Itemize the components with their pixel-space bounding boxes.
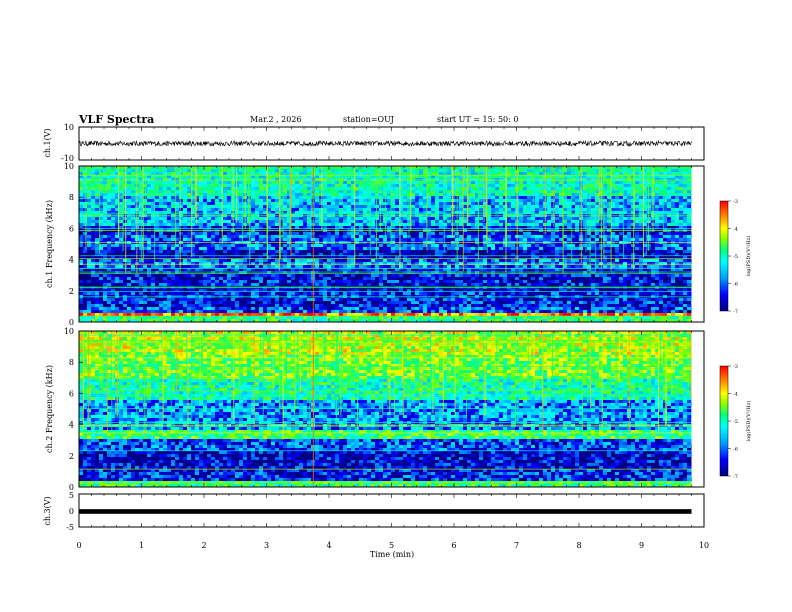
time-tick-label: 8 (576, 541, 581, 550)
ch3-ylabel: ch.3(V) (43, 496, 52, 525)
colorbar-tick-label: -4 (733, 227, 738, 233)
colorbar-tick-label: -5 (733, 254, 738, 260)
ch3-waveform-line (79, 509, 692, 514)
freq-tick-label: 2 (69, 287, 74, 296)
ch2-colorbar-label: log(PSD)(V²/Hz) (745, 401, 752, 442)
colorbar-tick-label: -3 (733, 364, 738, 370)
freq-tick-label: 10 (64, 162, 74, 171)
freq-tick-label: 8 (69, 358, 74, 367)
ch2-spectrogram (79, 331, 704, 488)
time-tick-label: 0 (76, 541, 81, 550)
ch1-ytick-bottom: -10 (61, 154, 74, 163)
ch3-ytick-mid: 0 (69, 507, 74, 516)
ch1-waveform-panel: ch.1(V) 10 -10 (43, 123, 705, 163)
ch1-colorbar-label: log(PSD)(V²/Hz) (745, 236, 752, 277)
time-tick-label: 6 (451, 541, 456, 550)
freq-tick-label: 10 (64, 327, 74, 336)
colorbar-tick-label: -7 (733, 474, 738, 480)
time-tick-label: 2 (201, 541, 206, 550)
ch1-spectrogram (79, 166, 704, 323)
colorbar-tick-label: -7 (733, 309, 738, 315)
colorbar-tick-label: -3 (733, 199, 738, 205)
freq-tick-label: 4 (69, 421, 74, 430)
ch2-colorbar: -3 -4 -5 -6 -7 log(PSD)(V²/Hz) (719, 364, 752, 480)
freq-tick-label: 8 (69, 193, 74, 202)
ch2-freq-label: ch.2 Frequency (kHz) (45, 365, 54, 453)
time-tick-label: 1 (139, 541, 144, 550)
ch1-ylabel: ch.1(V) (43, 128, 52, 157)
figure-title: VLF Spectra (79, 113, 155, 126)
time-tick-label: 7 (514, 541, 519, 550)
ch3-waveform-panel: ch.3(V) 5 0 -5 (43, 491, 705, 532)
freq-tick-label: 2 (69, 452, 74, 461)
colorbar-tick-label: -6 (733, 447, 738, 453)
time-tick-label: 10 (699, 541, 709, 550)
ch3-ytick-bottom: -5 (66, 523, 74, 532)
colorbar-tick-label: -6 (733, 282, 738, 288)
time-tick-label: 9 (639, 541, 644, 550)
header-date: Mar.2 , 2026 (250, 115, 302, 124)
freq-tick-label: 6 (69, 389, 74, 398)
ch1-spectrogram-panel: ch.1 Frequency (kHz) 0 2 4 6 8 10 (45, 162, 705, 327)
time-tick-label: 4 (326, 541, 331, 550)
time-axis-ticklabels: 0 1 2 3 4 5 6 7 8 9 10 (76, 541, 709, 550)
ch1-ytick-top: 10 (64, 123, 74, 132)
time-tick-label: 3 (264, 541, 269, 550)
header-start-time: start UT = 15: 50: 0 (437, 115, 519, 124)
header-station: station=OUJ (343, 115, 394, 124)
freq-tick-label: 6 (69, 224, 74, 233)
colorbar-tick-label: -5 (733, 419, 738, 425)
ch1-waveform-line (78, 139, 692, 147)
freq-tick-label: 0 (69, 318, 74, 327)
freq-tick-label: 0 (69, 483, 74, 492)
ch1-freq-label-line1: ch.1 Frequency (kHz) (45, 200, 54, 288)
ch1-colorbar: -3 -4 -5 -6 -7 log(PSD)(V²/Hz) (719, 199, 752, 315)
freq-tick-label: 4 (69, 256, 74, 265)
ch3-ytick-top: 5 (69, 491, 74, 500)
ch2-spectrogram-panel: ch.2 Frequency (kHz) 0 2 4 6 8 10 (45, 327, 705, 492)
time-tick-label: 5 (389, 541, 394, 550)
time-axis-label: Time (min) (370, 550, 414, 559)
ch1-waveform-trace (78, 139, 692, 147)
colorbar-tick-label: -4 (733, 392, 738, 398)
